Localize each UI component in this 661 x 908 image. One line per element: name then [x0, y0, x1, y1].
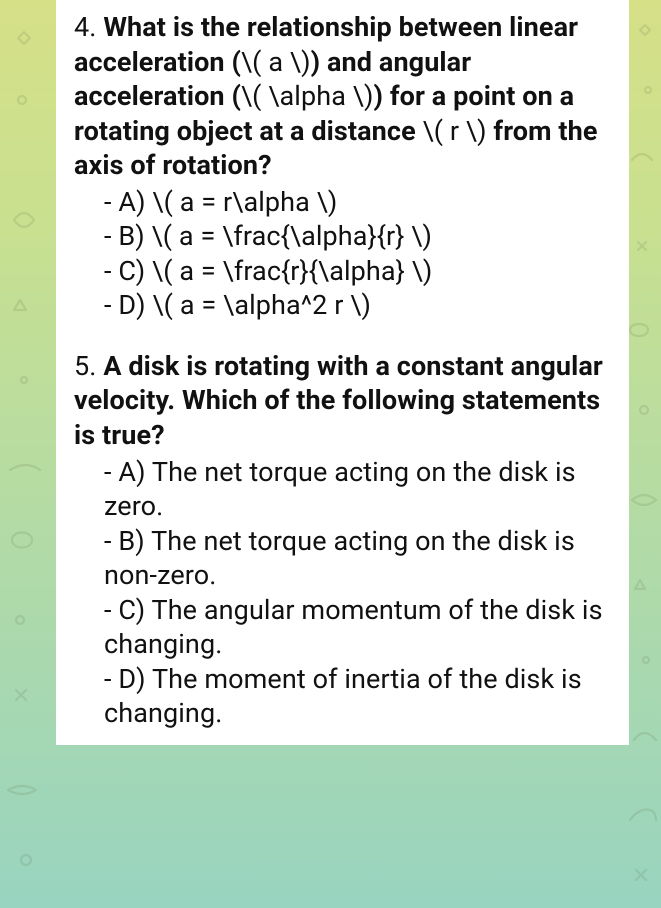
q5-option-c: - C) The angular momentum of the disk is… — [74, 593, 611, 662]
q4-option-a: - A) \( a = r\alpha \) — [74, 185, 611, 220]
q4-option-d: - D) \( a = \alpha^2 r \) — [74, 288, 611, 323]
q5-opt-c-letter: - C) — [104, 594, 145, 626]
message-bubble: 4. What is the relationship between line… — [56, 0, 629, 745]
q4-opt-d-letter: - D) — [104, 289, 146, 321]
q4-opt-c-text: \( a = \frac{r}{\alpha} \) — [152, 255, 432, 287]
question-5: 5. A disk is rotating with a constant an… — [74, 349, 611, 731]
q5-opt-a-text: The net torque acting on the disk is zer… — [104, 456, 576, 523]
question-4: 4. What is the relationship between line… — [74, 10, 611, 323]
q5-option-d: - D) The moment of inertia of the disk i… — [74, 662, 611, 731]
question-4-prompt: 4. What is the relationship between line… — [74, 10, 611, 183]
q4-opt-d-text: \( a = \alpha^2 r \) — [153, 289, 371, 321]
q5-opt-d-letter: - D) — [104, 663, 146, 695]
question-4-options: - A) \( a = r\alpha \) - B) \( a = \frac… — [74, 185, 611, 323]
q5-opt-a-letter: - A) — [104, 456, 146, 488]
q4-opt-a-text: \( a = r\alpha \) — [152, 186, 337, 218]
q5-option-b: - B) The net torque acting on the disk i… — [74, 524, 611, 593]
question-5-prompt: 5. A disk is rotating with a constant an… — [74, 349, 611, 453]
q5-opt-b-text: The net torque acting on the disk is non… — [104, 525, 575, 592]
q4-opt-b-text: \( a = \frac{\alpha}{r} \) — [152, 220, 432, 252]
q4-plain-2: \( \alpha \) — [241, 80, 373, 112]
q4-opt-a-letter: - A) — [104, 186, 146, 218]
q4-option-c: - C) \( a = \frac{r}{\alpha} \) — [74, 254, 611, 289]
question-5-options: - A) The net torque acting on the disk i… — [74, 455, 611, 731]
q4-option-b: - B) \( a = \frac{\alpha}{r} \) — [74, 219, 611, 254]
q4-number: 4. — [74, 11, 97, 43]
q4-plain-1: \( a \) — [241, 46, 311, 78]
q5-opt-c-text: The angular momentum of the disk is chan… — [104, 594, 603, 661]
q5-opt-b-letter: - B) — [104, 525, 145, 557]
q5-option-a: - A) The net torque acting on the disk i… — [74, 455, 611, 524]
q4-opt-b-letter: - B) — [104, 220, 145, 252]
q5-bold-1: A disk is rotating with a constant angul… — [74, 350, 603, 451]
q4-opt-c-letter: - C) — [104, 255, 145, 287]
q5-number: 5. — [74, 350, 97, 382]
q4-plain-3: \( r \) — [423, 115, 487, 147]
q5-opt-d-text: The moment of inertia of the disk is cha… — [104, 663, 582, 730]
